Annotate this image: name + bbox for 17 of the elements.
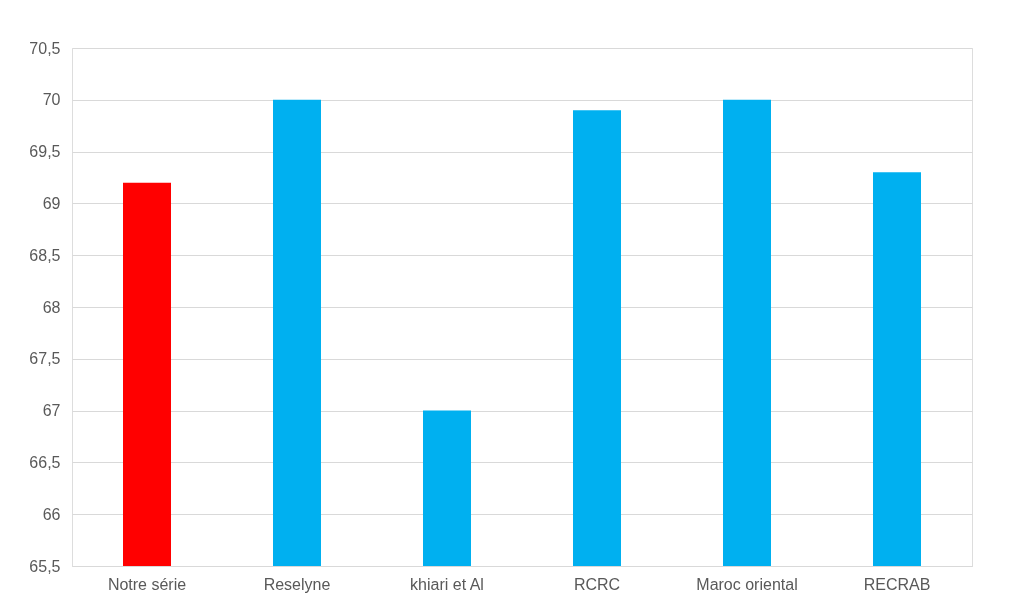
x-tick-label: Maroc oriental (696, 575, 798, 593)
y-tick-label: 68,5 (29, 246, 61, 264)
y-tick-label: 69,5 (29, 143, 61, 161)
y-tick-label: 66 (42, 505, 61, 523)
x-tick-label: RECRAB (863, 575, 931, 593)
y-tick-label: 67,5 (29, 350, 61, 368)
y-tick-label: 66,5 (29, 453, 61, 471)
y-tick-label: 67 (42, 402, 61, 420)
y-tick-label: 69 (42, 194, 61, 212)
y-tick-label: 68 (42, 298, 61, 316)
x-tick-label: Reselyne (263, 575, 331, 593)
x-tick-label: khiari et Al (410, 575, 484, 593)
x-tick-label: RCRC (573, 575, 621, 593)
x-tick-label: Notre série (107, 575, 187, 593)
y-tick-label: 70,5 (29, 39, 61, 57)
y-tick-label: 70 (42, 91, 61, 109)
y-tick-label: 65,5 (29, 557, 61, 575)
